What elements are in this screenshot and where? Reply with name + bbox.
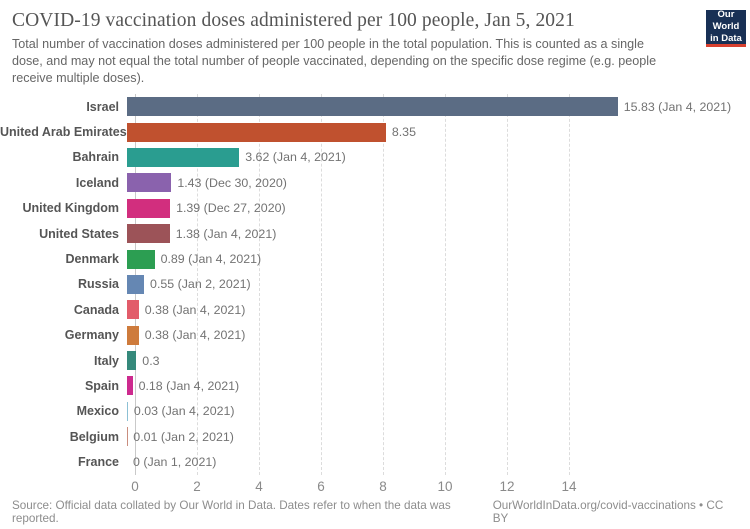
country-label: United States: [39, 226, 119, 241]
country-label: United Kingdom: [22, 201, 119, 216]
value-label: 0.55 (Jan 2, 2021): [150, 277, 251, 292]
value-label: 0.01 (Jan 2, 2021): [133, 429, 234, 444]
bar-denmark[interactable]: [127, 249, 155, 269]
value-label: 1.39 (Dec 27, 2020): [176, 201, 286, 216]
chart-row-belgium: Belgium 0.01 (Jan 2, 2021): [0, 424, 750, 449]
chart-row-france: France 0 (Jan 1, 2021): [0, 449, 750, 474]
page-subtitle: Total number of vaccination doses admini…: [12, 37, 657, 85]
chart-row-united-arab-emirates: United Arab Emirates 8.35: [0, 119, 750, 144]
value-label: 1.38 (Jan 4, 2021): [175, 226, 277, 241]
country-label: Spain: [84, 378, 119, 393]
value-label: 0.03 (Jan 4, 2021): [133, 404, 235, 419]
x-tick-label: 14: [561, 478, 577, 494]
bar-chart: Israel 15.83 (Jan 4, 2021) United Arab Emi…: [0, 94, 750, 499]
country-label: Italy: [93, 353, 119, 368]
chart-row-iceland: Iceland 1.43 (Dec 30, 2020): [0, 170, 750, 195]
logo-line-1: Our World: [712, 9, 740, 33]
value-label: 0.38 (Jan 4, 2021): [144, 302, 246, 317]
logo-line-2: in Data: [710, 32, 742, 44]
x-tick-label: 4: [255, 478, 263, 494]
country-label: Belgium: [69, 429, 119, 444]
country-label: Germany: [64, 328, 119, 343]
x-tick-label: 12: [499, 478, 515, 494]
value-label: 15.83 (Jan 4, 2021): [623, 99, 732, 114]
country-label: United Arab Emirates: [0, 125, 127, 140]
chart-row-united-kingdom: United Kingdom 1.39 (Dec 27, 2020): [0, 196, 750, 221]
country-label: Canada: [73, 302, 119, 317]
bar-spain[interactable]: [127, 376, 133, 396]
value-label: 3.62 (Jan 4, 2021): [245, 150, 346, 165]
bar-bahrain[interactable]: [127, 147, 240, 167]
page-title: COVID-19 vaccination doses administered …: [12, 10, 575, 31]
chart-row-russia: Russia 0.55 (Jan 2, 2021): [0, 272, 750, 297]
bar-germany[interactable]: [127, 325, 139, 345]
chart-row-italy: Italy 0.3: [0, 348, 750, 373]
chart-row-germany: Germany 0.38 (Jan 4, 2021): [0, 323, 750, 348]
value-label: 0.38 (Jan 4, 2021): [144, 328, 246, 343]
bar-united-states[interactable]: [127, 224, 170, 244]
x-tick-label: 2: [193, 478, 201, 494]
bar-italy[interactable]: [127, 351, 137, 371]
bar-iceland[interactable]: [127, 173, 172, 193]
x-axis: 0 2 4 6 8 10 12 14: [0, 475, 750, 499]
chart-header: COVID-19 vaccination doses administered …: [0, 0, 750, 87]
value-label: 0 (Jan 1, 2021): [133, 455, 217, 470]
chart-row-israel: Israel 15.83 (Jan 4, 2021): [0, 94, 750, 119]
bar-canada[interactable]: [127, 300, 139, 320]
x-tick-label: 8: [379, 478, 387, 494]
x-tick-label: 0: [131, 478, 139, 494]
chart-row-mexico: Mexico 0.03 (Jan 4, 2021): [0, 399, 750, 424]
x-tick-label: 6: [317, 478, 325, 494]
country-label: Denmark: [65, 252, 120, 267]
chart-rows: Israel 15.83 (Jan 4, 2021) United Arab Emi…: [0, 94, 750, 475]
value-label: 0.18 (Jan 4, 2021): [138, 378, 240, 393]
country-label: Russia: [78, 277, 119, 292]
value-label: 1.43 (Dec 30, 2020): [177, 175, 287, 190]
chart-row-spain: Spain 0.18 (Jan 4, 2021): [0, 373, 750, 398]
bar-mexico[interactable]: [127, 401, 128, 421]
chart-row-bahrain: Bahrain 3.62 (Jan 4, 2021): [0, 145, 750, 170]
bar-russia[interactable]: [127, 274, 145, 294]
bar-united-kingdom[interactable]: [127, 198, 171, 218]
country-label: Bahrain: [72, 150, 119, 165]
bar-israel[interactable]: [127, 97, 618, 117]
owid-logo: Our World in Data: [706, 9, 746, 47]
source-note: Source: Official data collated by Our Wo…: [12, 498, 451, 525]
chart-row-denmark: Denmark 0.89 (Jan 4, 2021): [0, 246, 750, 271]
chart-footer: Source: Official data collated by Our Wo…: [0, 499, 750, 529]
x-tick-label: 10: [437, 478, 453, 494]
chart-row-canada: Canada 0.38 (Jan 4, 2021): [0, 297, 750, 322]
country-label: Mexico: [76, 404, 119, 419]
value-label: 8.35: [391, 125, 416, 140]
attribution-link[interactable]: OurWorldInData.org/covid-vaccinations • …: [492, 498, 724, 525]
value-label: 0.3: [142, 353, 160, 368]
chart-row-united-states: United States 1.38 (Jan 4, 2021): [0, 221, 750, 246]
country-label: Iceland: [75, 175, 119, 190]
country-label: France: [78, 455, 119, 470]
country-label: Israel: [86, 99, 119, 114]
bar-united-arab-emirates[interactable]: [127, 122, 386, 142]
value-label: 0.89 (Jan 4, 2021): [160, 252, 262, 267]
